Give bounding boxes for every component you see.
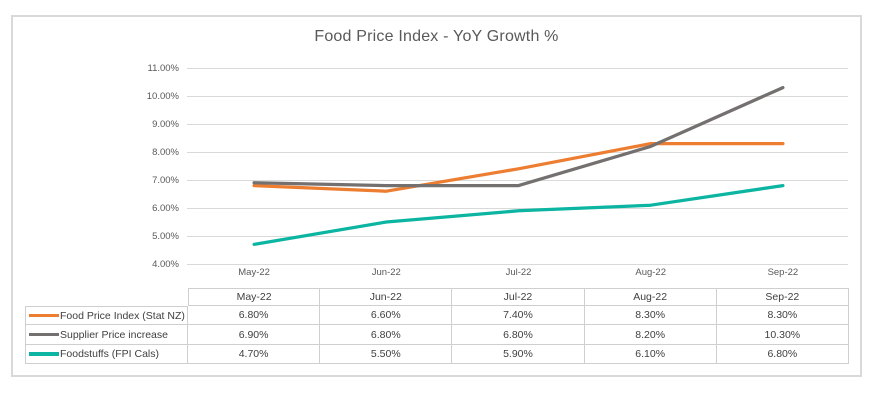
table-value-cell: 6.80% — [320, 325, 453, 345]
series-label-cell: Foodstuffs (FPI Cals) — [25, 344, 188, 365]
y-axis-tick-label: 6.00% — [152, 202, 179, 214]
table-value-cell: 6.80% — [188, 306, 321, 326]
y-axis-tick-label: 9.00% — [152, 118, 179, 130]
y-axis-tick-label: 4.00% — [152, 258, 179, 270]
y-axis-tick-label: 7.00% — [152, 174, 179, 186]
y-axis-tick-label: 5.00% — [152, 230, 179, 242]
x-axis-category-label: May-22 — [238, 267, 270, 278]
x-axis-category-label: Jul-22 — [505, 267, 532, 278]
series-name: Food Price Index (Stat NZ) — [60, 309, 185, 322]
table-value-cell: 6.60% — [320, 306, 453, 326]
chart-frame[interactable]: Food Price Index - YoY Growth % 11.00% 10… — [11, 15, 862, 377]
table-value-cell: 6.80% — [716, 344, 849, 365]
x-axis-category-label: Jun-22 — [371, 267, 401, 278]
table-corner-cell — [25, 288, 188, 306]
series-label-cell: Food Price Index (Stat NZ) — [25, 306, 188, 326]
table-value-cell: 10.30% — [716, 325, 849, 345]
table-value-cell: 8.20% — [584, 325, 717, 345]
table-value-cell: 6.80% — [452, 325, 585, 345]
table-value-cell: 4.70% — [188, 344, 321, 365]
table-value-cell: 5.50% — [320, 344, 453, 365]
series-name: Foodstuffs (FPI Cals) — [60, 347, 160, 360]
legend-swatch — [29, 352, 59, 356]
x-axis-category-label: Sep-22 — [767, 267, 799, 278]
table-value-cell: 8.30% — [584, 306, 717, 326]
series-line-supplier-price-increase — [252, 85, 785, 188]
legend-swatch — [29, 313, 59, 318]
table-header-cell: Aug-22 — [584, 288, 717, 306]
y-axis-tick-label: 8.00% — [152, 146, 179, 158]
chart-title: Food Price Index - YoY Growth % — [314, 28, 559, 45]
chart-data-table: May-22 Jun-22 Jul-22 Aug-22 Sep-22 Food Price… — [25, 288, 849, 365]
table-header-cell: Sep-22 — [716, 288, 849, 306]
table-header-cell: Jun-22 — [320, 288, 453, 306]
table-value-cell: 6.10% — [584, 344, 717, 365]
table-header-cell: May-22 — [188, 288, 321, 306]
table-value-cell: 6.90% — [188, 325, 321, 345]
table-value-cell: 5.90% — [452, 344, 585, 365]
table-value-cell: 7.40% — [452, 306, 585, 326]
series-name: Supplier Price increase — [60, 328, 168, 341]
table-value-cell: 8.30% — [716, 306, 849, 326]
plot-area — [187, 68, 848, 265]
legend-swatch — [29, 332, 59, 337]
series-label-cell: Supplier Price increase — [25, 325, 188, 345]
table-header-cell: Jul-22 — [452, 288, 585, 306]
x-axis-category-label: Aug-22 — [635, 267, 666, 278]
series-line-food-price-index-stat-nz — [252, 141, 785, 193]
y-axis-tick-label: 11.00% — [147, 62, 179, 74]
series-line-foodstuffs-fpi-cals — [252, 183, 785, 247]
y-axis-tick-label: 10.00% — [146, 90, 179, 102]
